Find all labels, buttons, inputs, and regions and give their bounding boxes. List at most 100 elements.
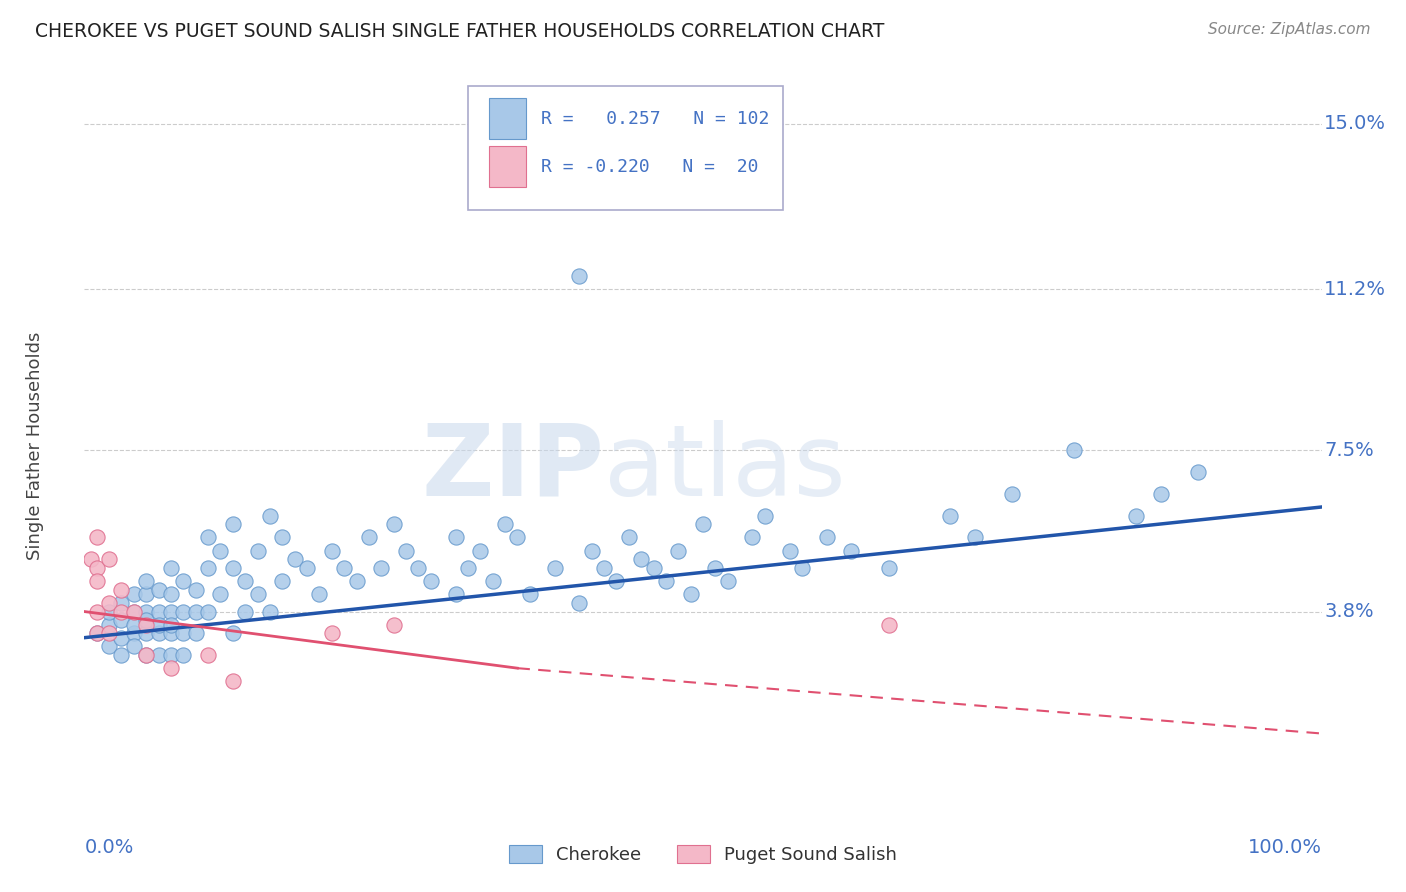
Point [160,626,183,640]
Point [965,531,987,545]
Point [444,587,467,601]
Point [1063,443,1085,458]
Point [717,574,740,588]
Point [222,561,245,575]
Point [160,587,183,601]
Point [86,605,108,619]
Text: 100.0%: 100.0% [1247,838,1322,857]
Point [160,561,183,575]
Point [346,574,368,588]
Point [790,561,813,575]
Point [209,587,232,601]
Point [122,626,145,640]
Point [246,543,269,558]
Point [148,605,170,619]
Point [666,543,689,558]
Point [841,543,863,558]
Point [86,626,108,640]
Point [79,552,101,566]
Point [568,269,591,284]
Point [321,543,343,558]
Point [148,648,170,662]
Point [110,613,132,627]
Point [506,531,529,545]
Point [122,640,145,654]
Point [86,561,108,575]
Point [135,587,157,601]
FancyBboxPatch shape [489,146,526,187]
Point [246,587,269,601]
Point [135,648,157,662]
Point [939,508,962,523]
Point [271,574,294,588]
Point [259,605,281,619]
Text: R = -0.220   N =  20: R = -0.220 N = 20 [541,158,758,177]
Point [321,626,343,640]
Point [408,561,430,575]
Point [197,605,219,619]
Point [222,674,245,689]
Point [135,617,157,632]
Point [135,605,157,619]
Point [1125,508,1147,523]
Point [470,543,492,558]
Legend: Cherokee, Puget Sound Salish: Cherokee, Puget Sound Salish [502,838,904,871]
Point [172,605,194,619]
Point [308,587,330,601]
Point [148,582,170,597]
Point [160,617,183,632]
Point [160,605,183,619]
Point [395,543,418,558]
Point [605,574,627,588]
Point [122,605,145,619]
FancyBboxPatch shape [489,97,526,139]
Point [172,626,194,640]
Point [382,617,405,632]
Point [259,508,281,523]
Point [98,552,121,566]
Point [233,574,256,588]
Point [815,531,838,545]
Text: Source: ZipAtlas.com: Source: ZipAtlas.com [1208,22,1371,37]
Point [370,561,392,575]
Point [543,561,565,575]
FancyBboxPatch shape [468,87,783,210]
Point [86,531,108,545]
Point [110,631,132,645]
Point [172,574,194,588]
Point [98,596,121,610]
Text: R =   0.257   N = 102: R = 0.257 N = 102 [541,110,769,128]
Point [877,617,900,632]
Point [222,626,245,640]
Point [197,648,219,662]
Point [209,543,232,558]
Point [135,574,157,588]
Point [172,648,194,662]
Point [122,605,145,619]
Point [135,613,157,627]
Point [382,517,405,532]
Point [135,626,157,640]
Point [419,574,441,588]
Point [284,552,307,566]
Point [643,561,665,575]
Point [679,587,702,601]
Point [617,531,640,545]
Point [160,661,183,675]
Point [86,626,108,640]
Point [98,626,121,640]
Point [160,648,183,662]
Point [184,626,207,640]
Point [148,617,170,632]
Point [98,617,121,632]
Point [233,605,256,619]
Text: ZIP: ZIP [422,420,605,517]
Point [110,582,132,597]
Point [1001,487,1024,501]
Point [197,531,219,545]
Point [754,508,776,523]
Point [184,582,207,597]
Text: 0.0%: 0.0% [84,838,134,857]
Point [481,574,503,588]
Point [692,517,714,532]
